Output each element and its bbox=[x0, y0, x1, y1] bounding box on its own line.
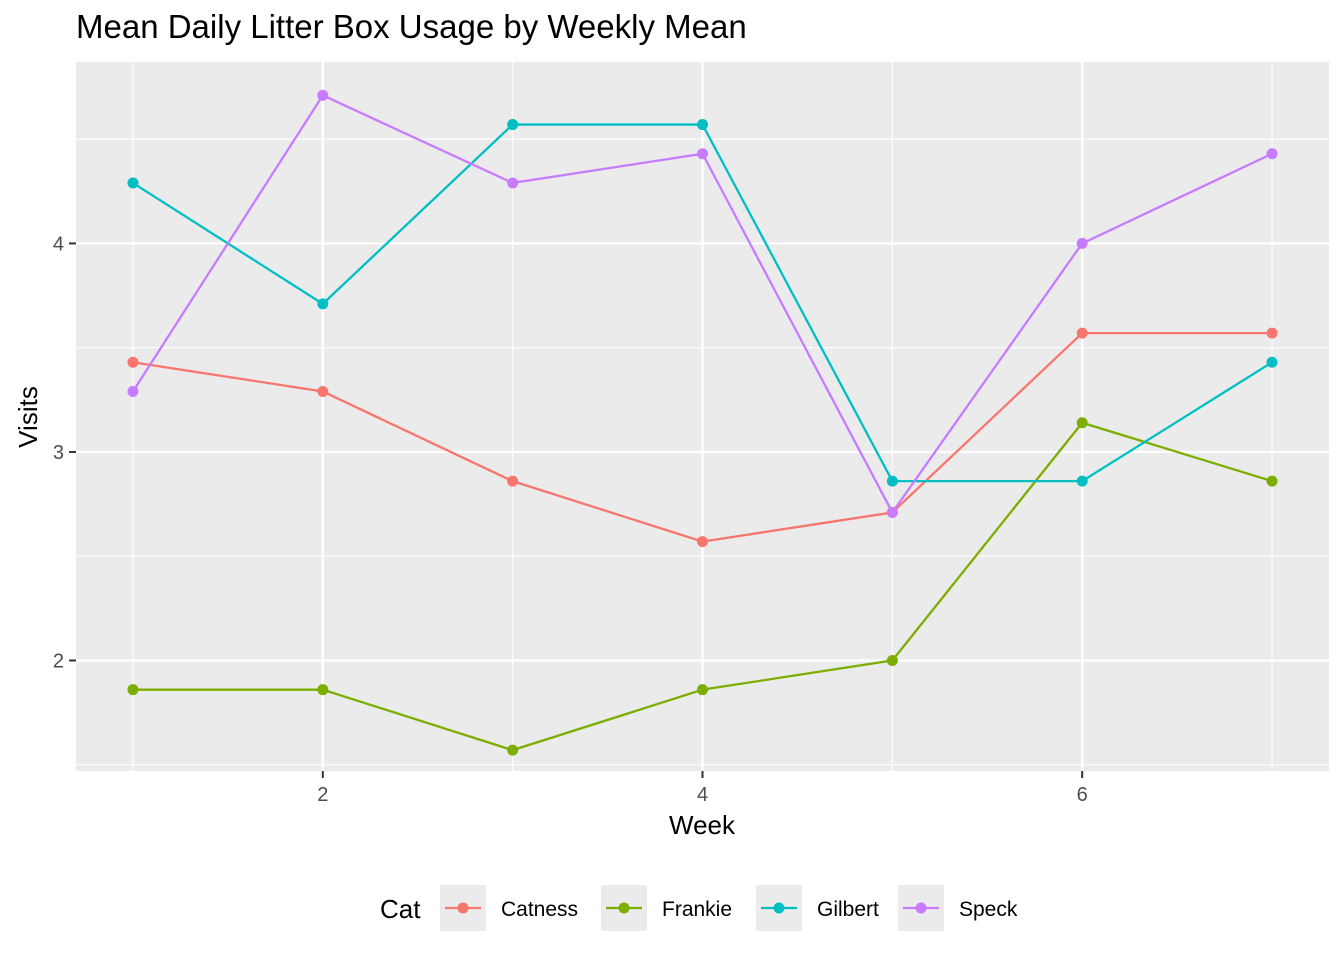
legend-label-catness: Catness bbox=[501, 898, 578, 921]
x-tick-label: 2 bbox=[317, 784, 328, 806]
chart-title: Mean Daily Litter Box Usage by Weekly Me… bbox=[76, 8, 747, 45]
data-point-gilbert bbox=[507, 119, 519, 131]
legend-label-frankie: Frankie bbox=[662, 898, 732, 921]
tick-labels: 2 4 6 2 3 4 bbox=[53, 233, 1088, 806]
legend-title: Cat bbox=[380, 894, 421, 924]
y-axis-title: Visits bbox=[13, 386, 43, 448]
data-point-speck bbox=[317, 89, 329, 101]
data-point-speck bbox=[1076, 237, 1088, 249]
legend-point-gilbert bbox=[773, 902, 785, 914]
y-tick-label: 2 bbox=[53, 650, 64, 672]
data-point-speck bbox=[507, 177, 519, 189]
data-point-speck bbox=[697, 148, 708, 160]
legend-point-catness bbox=[457, 902, 469, 914]
legend: Cat Catness Frankie Gilbert Speck bbox=[380, 885, 1018, 931]
data-point-gilbert bbox=[317, 298, 329, 310]
x-tick-label: 6 bbox=[1077, 784, 1088, 806]
data-point-frankie bbox=[886, 654, 898, 666]
data-point-gilbert bbox=[697, 119, 708, 131]
data-point-speck bbox=[127, 385, 139, 397]
legend-point-frankie bbox=[618, 902, 630, 914]
data-point-gilbert bbox=[1266, 356, 1278, 368]
series-points bbox=[127, 89, 1278, 756]
data-point-catness bbox=[1076, 327, 1088, 339]
data-point-frankie bbox=[507, 744, 519, 756]
legend-label-gilbert: Gilbert bbox=[817, 898, 879, 921]
y-tick-label: 3 bbox=[53, 442, 64, 464]
data-point-speck bbox=[886, 506, 898, 518]
data-point-catness bbox=[697, 536, 708, 548]
x-axis-title: Week bbox=[669, 810, 736, 840]
data-point-catness bbox=[317, 385, 329, 397]
data-point-frankie bbox=[127, 684, 139, 696]
axis-ticks bbox=[69, 242, 1084, 778]
legend-point-speck bbox=[915, 902, 927, 914]
data-point-frankie bbox=[317, 684, 329, 696]
data-point-speck bbox=[1266, 148, 1278, 160]
data-point-catness bbox=[507, 475, 519, 487]
data-point-catness bbox=[127, 356, 139, 368]
data-point-catness bbox=[1266, 327, 1278, 339]
data-point-frankie bbox=[1076, 417, 1088, 429]
y-tick-label: 4 bbox=[53, 233, 64, 255]
data-point-frankie bbox=[697, 684, 708, 696]
major-gridlines bbox=[76, 62, 1329, 771]
data-point-frankie bbox=[1266, 475, 1278, 487]
legend-label-speck: Speck bbox=[959, 898, 1018, 921]
data-point-gilbert bbox=[127, 177, 139, 189]
x-tick-label: 4 bbox=[697, 784, 708, 806]
data-point-gilbert bbox=[1076, 475, 1088, 487]
data-point-gilbert bbox=[886, 475, 898, 487]
